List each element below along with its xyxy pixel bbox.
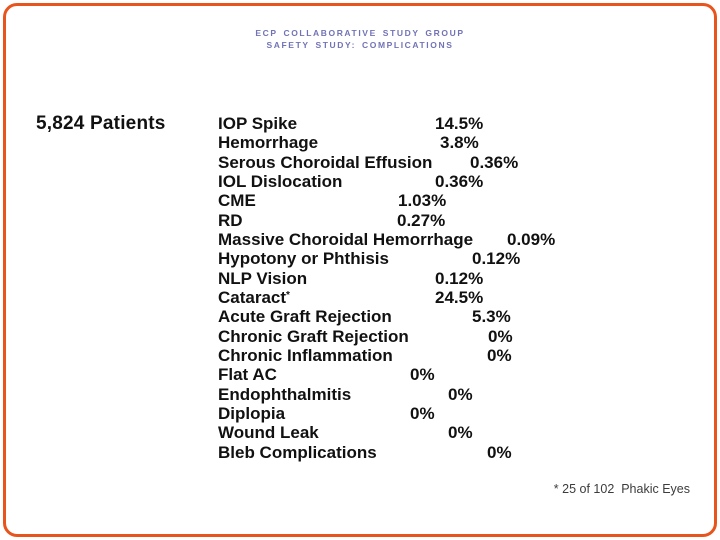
complication-value: 0%: [487, 345, 512, 365]
complication-value: 0%: [410, 403, 435, 423]
complication-row: Serous Choroidal Effusion 0.36%: [218, 153, 638, 172]
slide-title-line1: ECP COLLABORATIVE STUDY GROUP: [255, 28, 465, 38]
complication-row: IOL Dislocation 0.36%: [218, 172, 638, 191]
complication-value: 0%: [448, 384, 473, 404]
complication-row: CME 1.03%: [218, 191, 638, 210]
complication-row: Chronic Graft Rejection 0%: [218, 327, 638, 346]
complication-value: 3.8%: [440, 133, 479, 153]
complication-label: Hypotony or Phthisis: [218, 249, 389, 269]
complication-label: Serous Choroidal Effusion: [218, 152, 433, 172]
complication-value: 0%: [488, 326, 513, 346]
complication-row: Massive Choroidal Hemorrhage 0.09%: [218, 230, 638, 249]
complication-value: 0.12%: [472, 249, 521, 269]
complication-label: Cataract*: [218, 287, 290, 307]
complication-row: Diplopia 0%: [218, 404, 638, 423]
complication-label: Chronic Inflammation: [218, 345, 393, 365]
complication-row: Acute Graft Rejection 5.3%: [218, 307, 638, 326]
complication-value: 24.5%: [435, 287, 484, 307]
complication-value: 0.36%: [470, 152, 519, 172]
footnote: * 25 of 102 Phakic Eyes: [553, 482, 690, 496]
complication-row: Endophthalmitis 0%: [218, 385, 638, 404]
footnote-marker: *: [286, 289, 290, 301]
complication-label: Flat AC: [218, 365, 277, 385]
patients-count-label: 5,824 Patients: [36, 113, 166, 134]
complication-row: Flat AC 0%: [218, 365, 638, 384]
complication-label: Chronic Graft Rejection: [218, 326, 409, 346]
complication-value: 0%: [410, 365, 435, 385]
complication-value: 0.27%: [397, 210, 446, 230]
complication-row: Hemorrhage 3.8%: [218, 133, 638, 152]
complication-row: RD 0.27%: [218, 211, 638, 230]
complication-value: 0%: [448, 423, 473, 443]
complication-row: Bleb Complications 0%: [218, 443, 638, 462]
complication-row: IOP Spike 14.5%: [218, 114, 638, 133]
complication-row: Hypotony or Phthisis 0.12%: [218, 249, 638, 268]
complication-row: Chronic Inflammation 0%: [218, 346, 638, 365]
complication-label: Hemorrhage: [218, 133, 319, 153]
complication-label: CME: [218, 191, 256, 211]
complications-list: IOP Spike 14.5% Hemorrhage 3.8% Serous C…: [218, 114, 638, 462]
complication-row: NLP Vision 0.12%: [218, 269, 638, 288]
complication-value: 0.36%: [435, 171, 484, 191]
complication-label: Wound Leak: [218, 423, 319, 443]
complication-row: Wound Leak 0%: [218, 423, 638, 442]
slide-title-line2: SAFETY STUDY: COMPLICATIONS: [266, 40, 454, 50]
complication-row: Cataract* 24.5%: [218, 288, 638, 307]
complication-label: IOL Dislocation: [218, 171, 343, 191]
complication-value: 1.03%: [398, 191, 447, 211]
complication-label: IOP Spike: [218, 114, 298, 133]
complication-label: NLP Vision: [218, 268, 308, 288]
complication-value: 14.5%: [435, 114, 484, 133]
complication-label: RD: [218, 210, 243, 230]
complication-value: 0.09%: [507, 229, 556, 249]
complication-value: 0%: [487, 442, 512, 462]
complication-label: Bleb Complications: [218, 442, 377, 462]
complication-label: Massive Choroidal Hemorrhage: [218, 229, 474, 249]
complication-label: Endophthalmitis: [218, 384, 352, 404]
complication-value: 5.3%: [472, 307, 511, 327]
complication-value: 0.12%: [435, 268, 484, 288]
complication-label: Acute Graft Rejection: [218, 307, 392, 327]
slide-title: ECP COLLABORATIVE STUDY GROUP SAFETY STU…: [0, 27, 720, 51]
complication-label: Diplopia: [218, 403, 286, 423]
